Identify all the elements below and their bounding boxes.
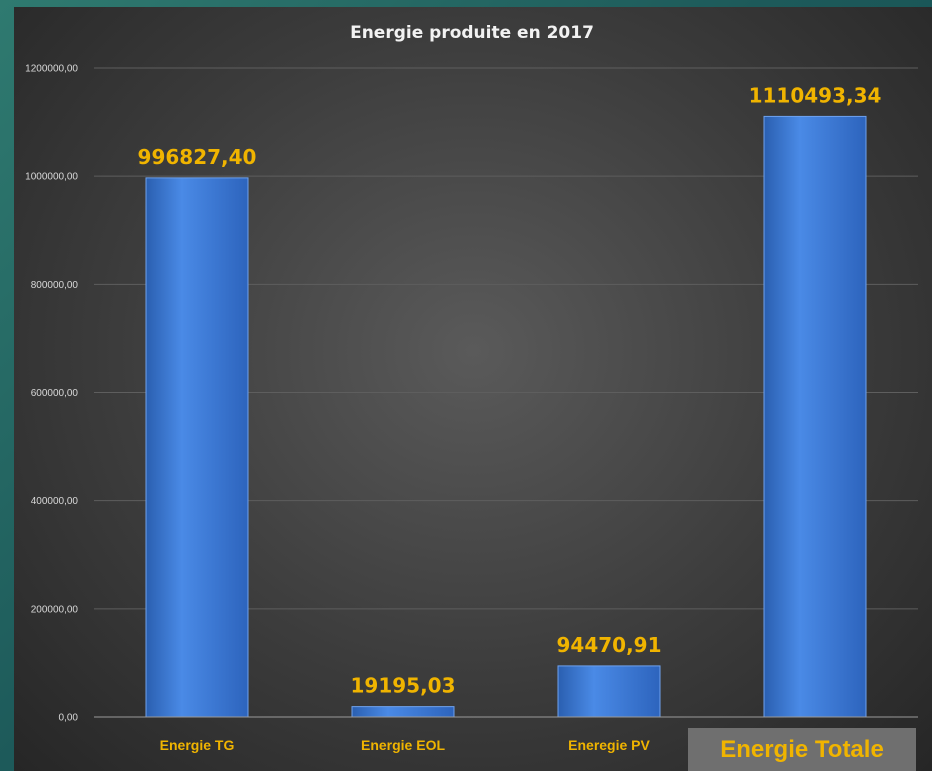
chart-area: Energie produite en 2017 0,00 200000,00 40… <box>14 7 932 771</box>
y-tick-label: 600000,00 <box>31 388 79 399</box>
bar-chart: Energie produite en 2017 0,00 200000,00 40… <box>25 23 918 753</box>
bar <box>145 177 249 718</box>
data-labels: 996827,40 19195,03 94470,91 1110493,34 <box>138 83 882 697</box>
x-tick-label: Energie TG <box>160 737 235 753</box>
x-axis-ticks: Energie TG Energie EOL Eneregie PV <box>160 737 651 753</box>
y-tick-label: 200000,00 <box>31 604 79 615</box>
y-tick-label: 1000000,00 <box>25 172 78 183</box>
data-label: 19195,03 <box>350 674 455 698</box>
y-tick-label: 800000,00 <box>31 280 79 291</box>
x-tick-label: Eneregie PV <box>568 737 650 753</box>
x-tick-label: Energie EOL <box>361 737 445 753</box>
y-axis-ticks: 0,00 200000,00 400000,00 600000,00 800000,00… <box>25 64 78 724</box>
energie-totale-label: Energie Totale <box>688 728 916 771</box>
y-tick-label: 0,00 <box>59 713 79 724</box>
bars <box>145 115 867 718</box>
data-label: 996827,40 <box>138 145 257 169</box>
bar <box>351 706 455 718</box>
data-label: 94470,91 <box>556 633 661 657</box>
bar <box>557 665 661 718</box>
y-tick-label: 1200000,00 <box>25 64 78 75</box>
y-tick-label: 400000,00 <box>31 496 79 507</box>
bar <box>763 115 867 718</box>
data-label: 1110493,34 <box>749 83 882 107</box>
chart-title: Energie produite en 2017 <box>350 23 594 43</box>
